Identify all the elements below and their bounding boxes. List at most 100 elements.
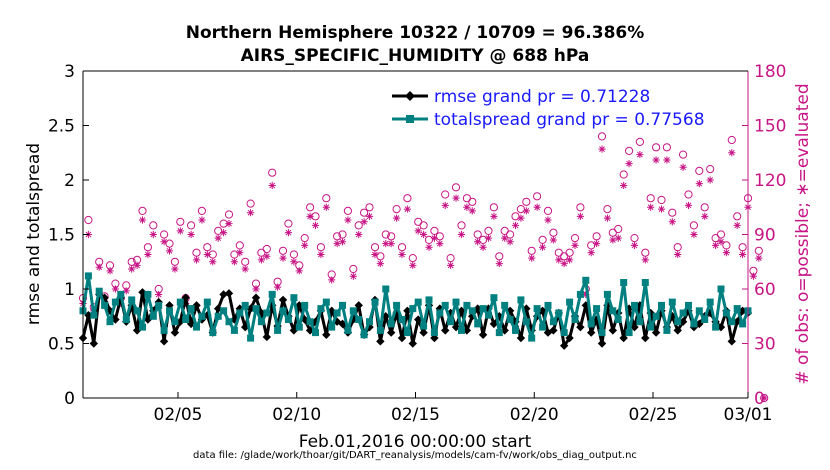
evaluated-obs-point	[409, 261, 417, 269]
totalspread-point	[393, 301, 401, 309]
possible-obs-point	[170, 257, 179, 266]
possible-obs-point	[262, 244, 271, 254]
evaluated-obs-point	[484, 234, 493, 242]
evaluated-obs-point	[338, 238, 347, 246]
evaluated-obs-point	[111, 285, 120, 293]
evaluated-obs-point	[214, 234, 222, 242]
totalspread-point	[582, 276, 590, 284]
evaluated-obs-point	[376, 259, 384, 268]
possible-obs-point	[387, 232, 396, 241]
totalspread-point	[576, 290, 584, 298]
rmse-point	[673, 326, 682, 335]
totalspread-point	[474, 320, 482, 328]
evaluated-obs-point	[474, 238, 482, 246]
possible-obs-point	[316, 243, 325, 252]
rmse-point	[587, 328, 596, 337]
rmse-point	[419, 328, 428, 337]
evaluated-obs-point	[106, 267, 114, 275]
totalspread-point	[420, 322, 428, 330]
possible-obs-point	[576, 203, 585, 212]
rmse-point	[213, 304, 223, 313]
totalspread-point	[685, 301, 692, 309]
evaluated-obs-point	[225, 220, 233, 228]
evaluated-obs-point	[625, 160, 633, 168]
totalspread-point	[593, 305, 601, 313]
evaluated-obs-point	[620, 181, 628, 190]
totalspread-point	[247, 334, 255, 342]
y2-tick-label: 120	[754, 171, 786, 191]
totalspread-point	[128, 296, 136, 304]
totalspread-point	[252, 305, 260, 313]
totalspread-point	[549, 318, 557, 326]
possible-obs-point	[597, 132, 607, 141]
evaluated-obs-point	[609, 236, 617, 244]
evaluated-obs-point	[333, 239, 341, 248]
evaluated-obs-point	[593, 239, 601, 248]
totalspread-point	[430, 329, 438, 337]
evaluated-obs-point	[274, 283, 282, 291]
y-tick-label: 0	[64, 389, 75, 409]
possible-obs-point	[570, 234, 580, 243]
possible-obs-point	[451, 183, 461, 192]
evaluated-obs-point	[544, 216, 552, 224]
possible-obs-point	[635, 137, 645, 146]
rmse-point	[224, 289, 234, 298]
y2-tick-label: 0	[754, 389, 765, 409]
totalspread-point	[533, 305, 541, 313]
totalspread-point	[539, 323, 547, 331]
evaluated-obs-point	[306, 212, 314, 220]
legend-spread-marker	[406, 115, 414, 123]
totalspread-point	[501, 301, 509, 309]
evaluated-obs-point	[728, 149, 736, 157]
evaluated-obs-point	[555, 256, 563, 264]
possible-obs-point	[143, 243, 152, 252]
y-tick-label: 3	[64, 62, 75, 82]
y-tick-label: 2	[64, 171, 75, 191]
rmse-point	[516, 333, 526, 343]
evaluated-obs-point	[344, 216, 352, 224]
totalspread-point	[425, 296, 433, 304]
evaluated-obs-point	[128, 265, 136, 273]
evaluated-obs-point	[652, 156, 660, 164]
totalspread-point	[566, 298, 574, 306]
totalspread-point	[409, 305, 417, 313]
y-tick-label: 1	[64, 280, 75, 300]
x-tick-label: 02/25	[629, 405, 678, 425]
y2-tick-label: 60	[754, 280, 776, 300]
rmse-point	[727, 337, 736, 346]
evaluated-obs-point	[133, 261, 141, 269]
possible-obs-point	[322, 194, 331, 203]
possible-obs-point	[138, 206, 147, 215]
totalspread-point	[614, 316, 622, 323]
evaluated-obs-point	[219, 229, 228, 237]
possible-obs-point	[668, 208, 677, 217]
evaluated-obs-point	[171, 265, 179, 273]
totalspread-point	[512, 326, 519, 334]
totalspread-point	[155, 301, 163, 309]
y2-tick-label: 150	[754, 117, 786, 137]
evaluated-obs-point	[295, 267, 303, 275]
evaluated-obs-point	[641, 256, 649, 264]
possible-obs-point	[538, 235, 547, 244]
totalspread-point	[101, 301, 109, 309]
possible-obs-point	[533, 192, 542, 201]
totalspread-point	[701, 316, 709, 323]
totalspread-point	[257, 318, 265, 326]
totalspread-point	[468, 307, 476, 315]
totalspread-point	[479, 305, 487, 313]
evaluated-obs-point	[738, 250, 747, 259]
rmse-point	[159, 337, 169, 346]
rmse-point	[559, 341, 569, 350]
evaluated-obs-point	[468, 207, 476, 215]
totalspread-point	[106, 318, 114, 326]
evaluated-obs-point	[463, 203, 471, 211]
evaluated-obs-point	[257, 256, 266, 264]
legend: rmse grand pr = 0.71228 totalspread gran…	[386, 82, 732, 132]
totalspread-point	[506, 316, 514, 323]
totalspread-point	[447, 318, 455, 326]
x-tick-label: 02/10	[272, 405, 321, 425]
rmse-point	[278, 295, 288, 305]
evaluated-obs-point	[501, 234, 509, 242]
possible-obs-point	[381, 230, 390, 239]
possible-obs-point	[392, 205, 401, 214]
